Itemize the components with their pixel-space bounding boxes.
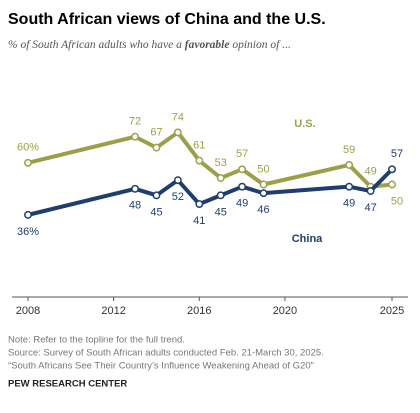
- note: “South Africans See Their Country’s Infl…: [8, 361, 314, 372]
- data-label: 45: [150, 206, 162, 218]
- subtitle-emphasis: favorable: [185, 39, 230, 51]
- data-label: 49: [236, 198, 248, 210]
- x-tick-label: 2012: [101, 305, 125, 317]
- x-tick-label: 2020: [273, 305, 297, 317]
- point: [259, 189, 268, 198]
- note: Note: Refer to the topline for the full …: [8, 335, 185, 346]
- point: [345, 161, 354, 169]
- point: [131, 132, 140, 141]
- point: [131, 184, 140, 193]
- data-label: 61: [193, 140, 205, 152]
- data-label: 45: [215, 206, 227, 218]
- data-label: 41: [193, 215, 205, 227]
- x-tick-label: 2008: [16, 305, 40, 317]
- data-label: 46: [257, 204, 269, 216]
- point: [366, 187, 375, 195]
- data-label: 50: [391, 195, 403, 207]
- point: [173, 128, 182, 137]
- data-label: 59: [343, 144, 355, 156]
- data-label: 47: [364, 202, 376, 214]
- data-label: 36%: [17, 226, 39, 238]
- point: [345, 182, 354, 191]
- data-label: 57: [391, 148, 403, 160]
- source-label: PEW RESEARCH CENTER: [8, 379, 127, 390]
- data-label: 74: [172, 111, 184, 123]
- series-label: China: [292, 233, 323, 245]
- data-label: 50: [257, 163, 269, 175]
- data-label: 49: [343, 198, 355, 210]
- point: [216, 174, 225, 182]
- point: [238, 165, 247, 174]
- x-tick-label: 2016: [187, 305, 211, 317]
- x-tick-label: 2025: [380, 305, 404, 317]
- series-label: U.S.: [294, 118, 315, 130]
- data-label: 53: [215, 157, 227, 169]
- series-line: [27, 130, 393, 189]
- point: [24, 210, 32, 219]
- point: [388, 180, 396, 189]
- chart-subtitle: % of South African adults who have a fav…: [8, 39, 291, 51]
- point: [195, 200, 204, 208]
- point: [195, 156, 204, 165]
- data-label: 48: [129, 200, 141, 212]
- subtitle-part: opinion of ...: [229, 39, 290, 51]
- data-label: 72: [129, 116, 141, 128]
- point: [388, 165, 396, 174]
- point: [24, 158, 32, 167]
- data-label: 52: [172, 191, 184, 203]
- data-label: 49: [364, 166, 376, 178]
- chart-title: South African views of China and the U.S…: [8, 11, 326, 28]
- series-line: [27, 167, 394, 217]
- point: [216, 191, 225, 200]
- data-label: 60%: [17, 142, 39, 154]
- data-label: 57: [236, 148, 248, 160]
- data-label: 67: [150, 127, 162, 139]
- note: Source: Survey of South African adults c…: [8, 348, 324, 359]
- point: [152, 143, 161, 152]
- point: [238, 182, 247, 191]
- point: [259, 180, 268, 189]
- point: [173, 176, 182, 185]
- subtitle-part: % of South African adults who have a: [8, 39, 185, 51]
- point: [152, 191, 161, 200]
